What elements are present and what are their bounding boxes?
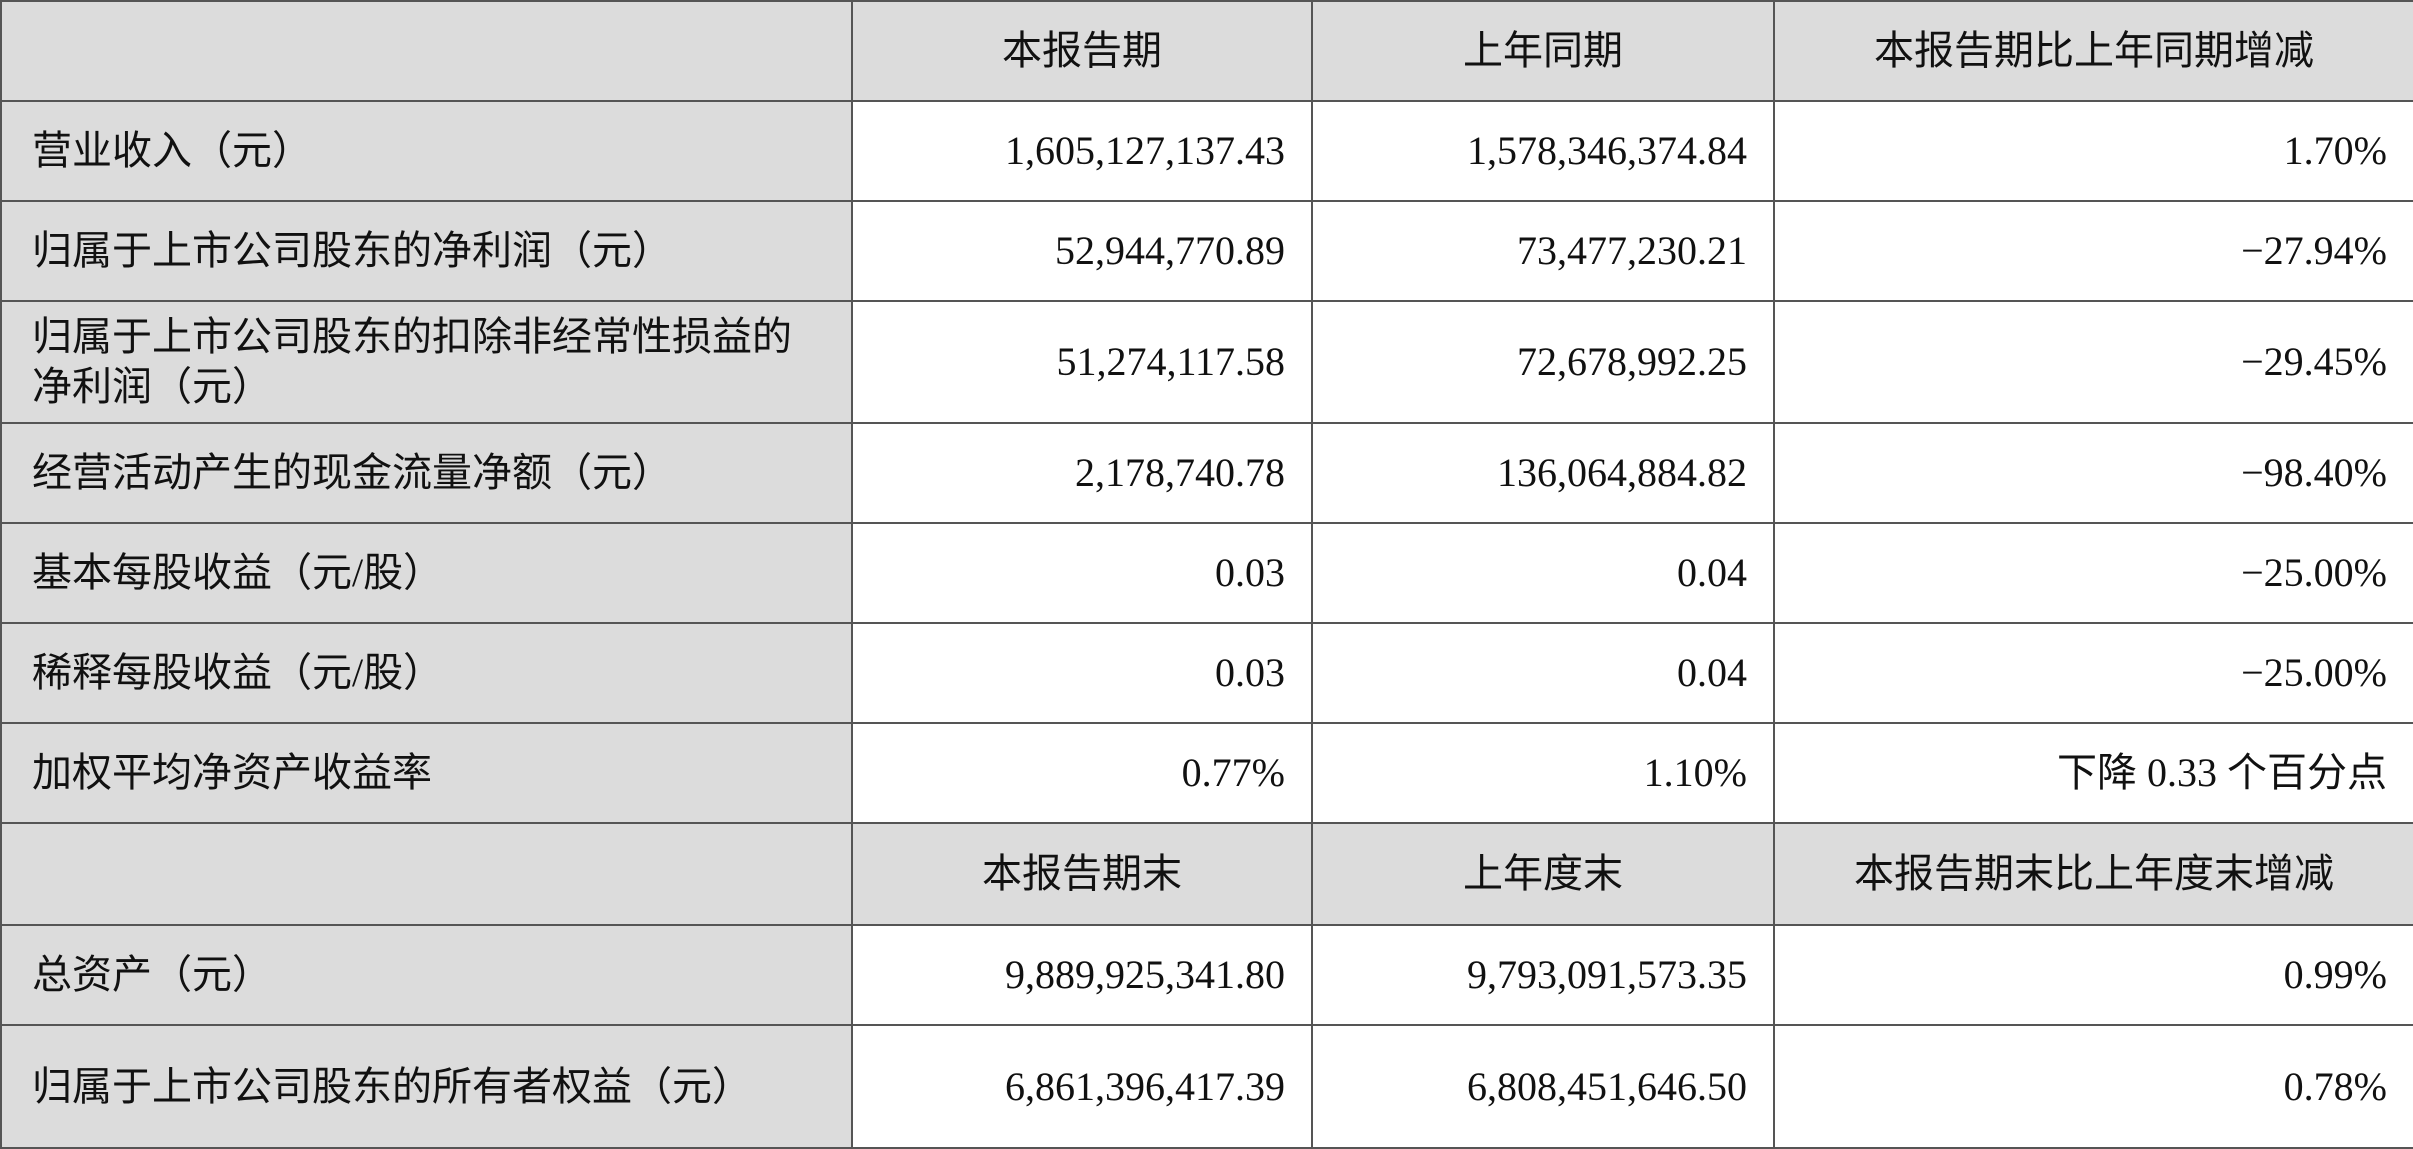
current-value: 0.77% — [851, 722, 1313, 824]
change-value: −25.00% — [1773, 522, 2413, 624]
column-header: 上年同期 — [1311, 0, 1775, 102]
current-value: 52,944,770.89 — [851, 200, 1313, 302]
change-value: −98.40% — [1773, 422, 2413, 524]
table-row: 归属于上市公司股东的净利润（元） 52,944,770.89 73,477,230.… — [0, 200, 2413, 302]
change-value: −25.00% — [1773, 622, 2413, 724]
prior-value: 9,793,091,573.35 — [1311, 924, 1775, 1026]
prior-value: 0.04 — [1311, 522, 1775, 624]
change-value: −29.45% — [1773, 300, 2413, 424]
prior-value: 72,678,992.25 — [1311, 300, 1775, 424]
prior-value: 136,064,884.82 — [1311, 422, 1775, 524]
table-row: 归属于上市公司股东的扣除非经常性损益的净利润（元） 51,274,117.58 72… — [0, 300, 2413, 424]
prior-value: 73,477,230.21 — [1311, 200, 1775, 302]
table-row: 基本每股收益（元/股） 0.03 0.04 −25.00% — [0, 522, 2413, 624]
table-row: 总资产（元） 9,889,925,341.80 9,793,091,573.35 0.… — [0, 924, 2413, 1026]
table-row: 经营活动产生的现金流量净额（元） 2,178,740.78 136,064,884.… — [0, 422, 2413, 524]
table-row: 归属于上市公司股东的所有者权益（元） 6,861,396,417.39 6,808,… — [0, 1024, 2413, 1149]
current-value: 2,178,740.78 — [851, 422, 1313, 524]
change-value: 下降 0.33 个百分点 — [1773, 722, 2413, 824]
column-header — [0, 0, 853, 102]
row-label: 总资产（元） — [0, 924, 853, 1026]
row-label: 归属于上市公司股东的扣除非经常性损益的净利润（元） — [0, 300, 853, 424]
current-value: 1,605,127,137.43 — [851, 100, 1313, 202]
column-header: 本报告期末 — [851, 822, 1313, 926]
current-value: 6,861,396,417.39 — [851, 1024, 1313, 1149]
prior-value: 1.10% — [1311, 722, 1775, 824]
row-label: 稀释每股收益（元/股） — [0, 622, 853, 724]
row-label: 营业收入（元） — [0, 100, 853, 202]
prior-value: 1,578,346,374.84 — [1311, 100, 1775, 202]
column-header: 本报告期比上年同期增减 — [1773, 0, 2413, 102]
row-label: 经营活动产生的现金流量净额（元） — [0, 422, 853, 524]
prior-value: 0.04 — [1311, 622, 1775, 724]
current-value: 0.03 — [851, 622, 1313, 724]
change-value: 1.70% — [1773, 100, 2413, 202]
table-row: 加权平均净资产收益率 0.77% 1.10% 下降 0.33 个百分点 — [0, 722, 2413, 824]
change-value: 0.99% — [1773, 924, 2413, 1026]
row-label: 加权平均净资产收益率 — [0, 722, 853, 824]
header-row: 本报告期末 上年度末 本报告期末比上年度末增减 — [0, 822, 2413, 926]
row-label: 归属于上市公司股东的所有者权益（元） — [0, 1024, 853, 1149]
row-label: 基本每股收益（元/股） — [0, 522, 853, 624]
column-header: 本报告期末比上年度末增减 — [1773, 822, 2413, 926]
current-value: 0.03 — [851, 522, 1313, 624]
column-header: 上年度末 — [1311, 822, 1775, 926]
column-header — [0, 822, 853, 926]
table-row: 稀释每股收益（元/股） 0.03 0.04 −25.00% — [0, 622, 2413, 724]
column-header: 本报告期 — [851, 0, 1313, 102]
current-value: 9,889,925,341.80 — [851, 924, 1313, 1026]
row-label: 归属于上市公司股东的净利润（元） — [0, 200, 853, 302]
change-value: 0.78% — [1773, 1024, 2413, 1149]
current-value: 51,274,117.58 — [851, 300, 1313, 424]
prior-value: 6,808,451,646.50 — [1311, 1024, 1775, 1149]
header-row: 本报告期 上年同期 本报告期比上年同期增减 — [0, 0, 2413, 102]
change-value: −27.94% — [1773, 200, 2413, 302]
table-row: 营业收入（元） 1,605,127,137.43 1,578,346,374.84 1… — [0, 100, 2413, 202]
